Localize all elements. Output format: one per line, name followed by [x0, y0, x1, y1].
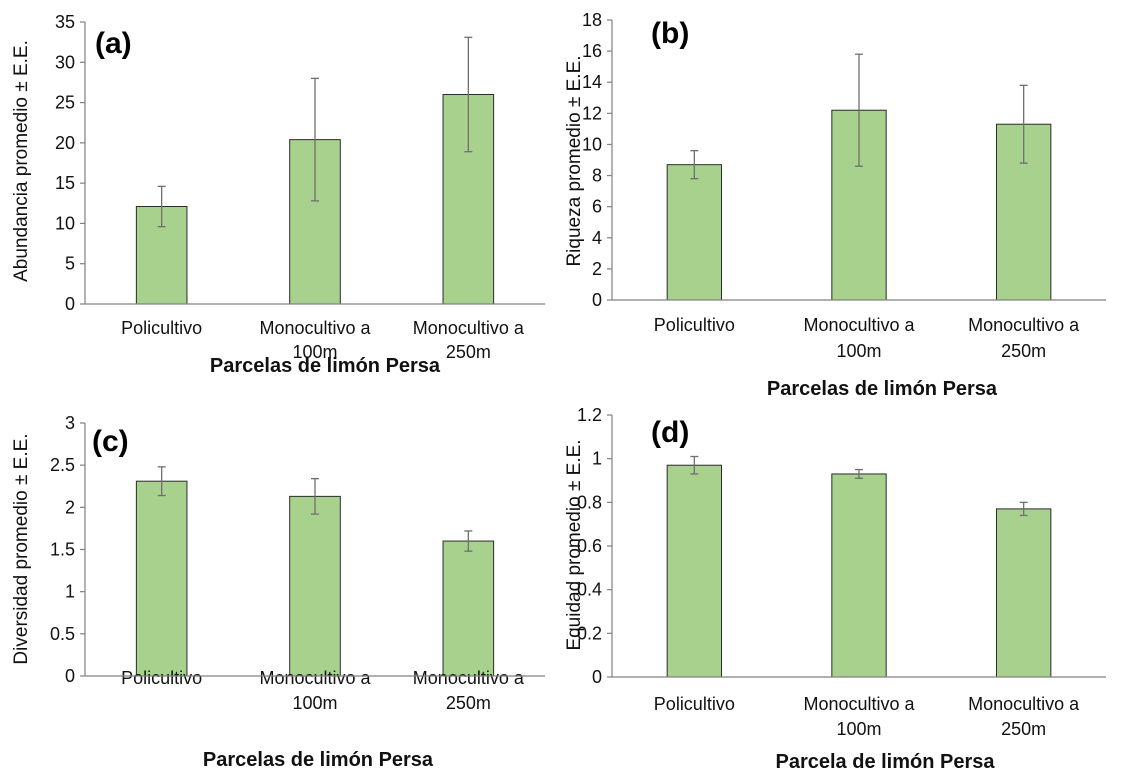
chart-panel-d: Equidad promedio ± E.E. (d) Policultivo M… — [561, 387, 1122, 774]
bar — [442, 94, 495, 305]
y-tick-label: 14 — [582, 72, 602, 92]
y-tick-label: 0.2 — [577, 623, 602, 643]
chart-svg: Policultivo Monocultivo a 100m Monocultivo … — [582, 10, 1106, 361]
x-tick-label: Monocultivo a 250m — [968, 694, 1080, 739]
y-tick-label: 0 — [65, 666, 75, 686]
x-axis-title: Parcelas de limón Persa — [202, 749, 434, 771]
bar — [995, 508, 1052, 678]
y-tick-label: 1 — [592, 449, 602, 469]
bar — [666, 464, 723, 678]
y-tick-label: 2 — [592, 259, 602, 279]
chart-svg: Policultivo Monocultivo a 100m Monocultivo … — [577, 405, 1106, 739]
x-axis-title: Parcela de limón Persa — [775, 751, 995, 773]
y-tick-label: 35 — [55, 12, 75, 32]
x-tick-label: Monocultivo a 100m — [259, 318, 371, 362]
y-tick-label: 1.5 — [50, 540, 75, 560]
y-tick-label: 30 — [55, 52, 75, 72]
y-tick-label: 0 — [592, 667, 602, 687]
error-bar — [157, 185, 166, 228]
x-axis-title: Parcelas de limón Persa — [766, 378, 998, 400]
y-tick-label: 2 — [65, 497, 75, 517]
error-bar — [855, 468, 863, 479]
y-tick-label: 18 — [582, 10, 602, 30]
error-bar — [464, 530, 473, 552]
y-tick-label: 5 — [65, 254, 75, 274]
error-bar — [690, 455, 699, 475]
error-bar — [855, 53, 863, 167]
y-tick-label: 25 — [55, 93, 75, 113]
y-tick-label: 3 — [65, 413, 75, 433]
x-tick-label: Policultivo — [121, 318, 202, 338]
y-tick-label: 1.2 — [577, 405, 602, 425]
x-tick-label: Monocultivo a 100m — [803, 315, 915, 361]
y-tick-label: 0.5 — [50, 624, 75, 644]
chart-panel-a: Abundancia promedio ± E.E. (a) Policulti… — [0, 0, 561, 387]
y-tick-label: 2.5 — [50, 455, 75, 475]
bar — [442, 540, 495, 677]
x-tick-label: Monocultivo a 250m — [413, 668, 525, 713]
x-tick-label: Policultivo — [654, 315, 735, 335]
error-bar — [464, 36, 473, 153]
y-tick-label: 6 — [592, 197, 602, 217]
x-tick-label: Monocultivo a 100m — [803, 694, 915, 739]
y-tick-label: 1 — [65, 582, 75, 602]
error-bar — [157, 466, 166, 497]
chart-panel-c: Diversidad promedio ± E.E. (c) Policulti… — [0, 387, 561, 774]
y-tick-label: 0 — [592, 290, 602, 310]
chart-svg: Policultivo Monocultivo a 100m Monocultivo … — [50, 413, 545, 713]
x-tick-label: Policultivo — [121, 668, 202, 688]
bar — [289, 495, 341, 677]
error-bar — [311, 478, 319, 515]
bar — [666, 164, 723, 301]
y-tick-label: 0.4 — [577, 580, 602, 600]
chart-svg: Policultivo Monocultivo a 100m Monocultivo … — [55, 12, 545, 362]
y-tick-label: 0.6 — [577, 536, 602, 556]
y-tick-label: 10 — [582, 134, 602, 154]
panel-label: (a) — [95, 27, 132, 60]
y-tick-label: 15 — [55, 173, 75, 193]
x-axis-title: Parcelas de limón Persa — [209, 355, 441, 377]
bar — [135, 480, 188, 677]
y-tick-label: 0 — [65, 294, 75, 314]
panel-label: (d) — [651, 416, 690, 449]
error-bar — [1019, 501, 1028, 517]
y-tick-label: 12 — [582, 103, 602, 123]
chart-panel-b: Riqueza promedio ± E.E. (b) Policultivo M… — [561, 0, 1122, 400]
x-tick-label: Monocultivo a 250m — [968, 315, 1080, 361]
y-tick-label: 8 — [592, 166, 602, 186]
y-tick-label: 16 — [582, 41, 602, 61]
y-tick-label: 10 — [55, 213, 75, 233]
error-bar — [1019, 84, 1028, 164]
panel-label: (b) — [651, 17, 690, 50]
y-tick-label: 0.8 — [577, 492, 602, 512]
panel-label: (c) — [92, 425, 129, 458]
y-tick-label: 20 — [55, 133, 75, 153]
y-tick-label: 4 — [592, 228, 602, 248]
x-tick-label: Monocultivo a 250m — [413, 318, 525, 362]
x-tick-label: Policultivo — [654, 694, 735, 714]
error-bar — [311, 77, 319, 202]
bar — [831, 473, 887, 678]
error-bar — [690, 150, 699, 180]
x-tick-label: Monocultivo a 100m — [259, 668, 371, 713]
